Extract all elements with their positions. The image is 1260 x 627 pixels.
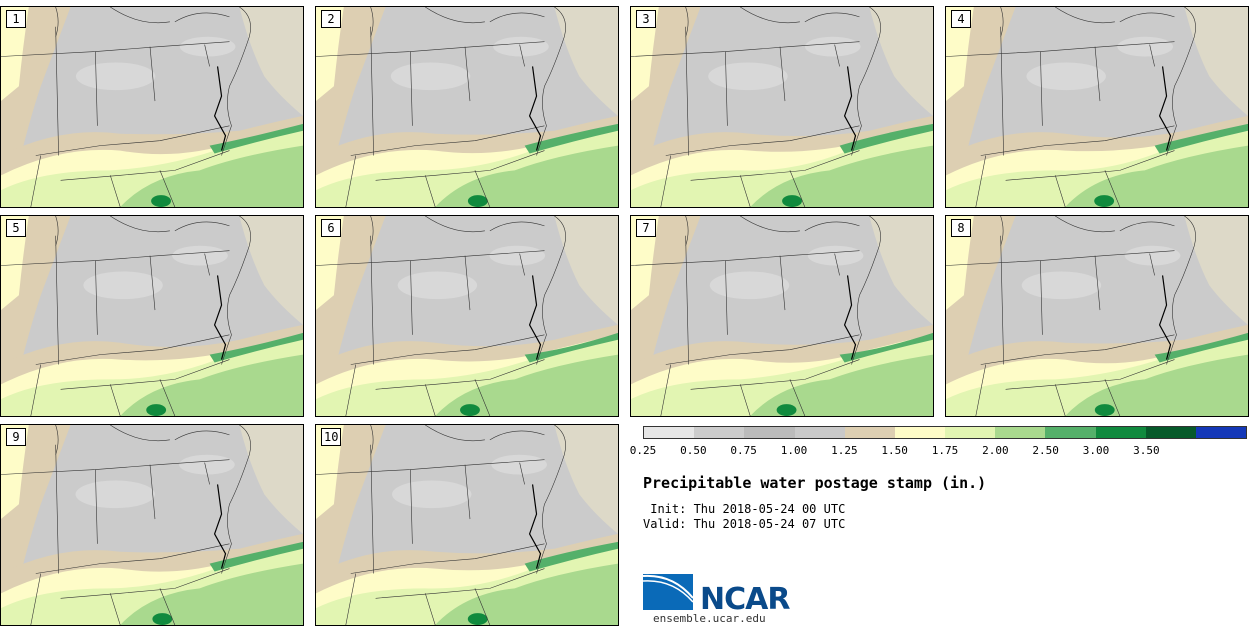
valid-time: Valid: Thu 2018-05-24 07 UTC [643,517,846,531]
colorbar-tick-label: 1.25 [831,444,858,457]
init-time: Init: Thu 2018-05-24 00 UTC [643,502,846,516]
panel-member-label: 3 [636,10,656,28]
colorbar-swatch [644,427,695,438]
ncar-logo-icon [643,574,694,610]
colorbar-tick-label: 1.50 [881,444,908,457]
colorbar-tick-label: 0.50 [680,444,707,457]
colorbar-tick-label: 3.00 [1082,444,1110,457]
precipitable-water-colorbar [643,426,1247,439]
postage-stamp-panel: 9 [0,424,304,626]
colorbar-swatch [844,427,895,438]
colorbar-tick-label: 0.25 [629,444,657,457]
colorbar-tick-label: 1.75 [931,444,959,457]
ncar-logo-text: NCAR [700,582,790,617]
colorbar-swatch [1095,427,1146,438]
panel-member-label: 8 [951,219,971,237]
colorbar-tick-label: 1.00 [780,444,808,457]
chart-title: Precipitable water postage stamp (in.) [643,474,987,492]
panel-member-label: 7 [636,219,656,237]
postage-stamp-panel: 2 [315,6,619,208]
postage-stamp-panel: 8 [945,215,1249,417]
postage-stamp-panel: 10 [315,424,619,626]
colorbar-swatch [995,427,1046,438]
postage-stamp-panel: 6 [315,215,619,417]
colorbar-swatch [945,427,996,438]
colorbar-tick-label: 2.00 [982,444,1009,457]
postage-stamp-panel: 7 [630,215,934,417]
colorbar-tick-label: 2.50 [1032,444,1059,457]
panel-member-label: 6 [321,219,341,237]
panel-member-label: 4 [951,10,971,28]
colorbar-swatch [1045,427,1096,438]
postage-stamp-panel: 3 [630,6,934,208]
panel-member-label: 5 [6,219,26,237]
panel-member-label: 1 [6,10,26,28]
colorbar-swatch [694,427,745,438]
panel-member-label: 9 [6,428,26,446]
panel-member-label: 2 [321,10,341,28]
panel-member-label: 10 [321,428,342,446]
colorbar-tick-label: 0.75 [730,444,757,457]
colorbar-swatch [1195,427,1247,438]
colorbar-swatch [744,427,795,438]
postage-stamp-panel: 5 [0,215,304,417]
postage-stamp-panel: 1 [0,6,304,208]
postage-stamp-panel: 4 [945,6,1249,208]
colorbar-swatch [794,427,845,438]
site-url: ensemble.ucar.edu [653,612,766,625]
colorbar-tick-label: 3.50 [1133,444,1160,457]
colorbar-swatch [894,427,946,438]
colorbar-swatch [1145,427,1196,438]
colorbar-tick-labels: 0.25 0.50 0.75 1.00 1.25 1.50 1.75 2.00 2.50 3.00… [630,444,1247,458]
